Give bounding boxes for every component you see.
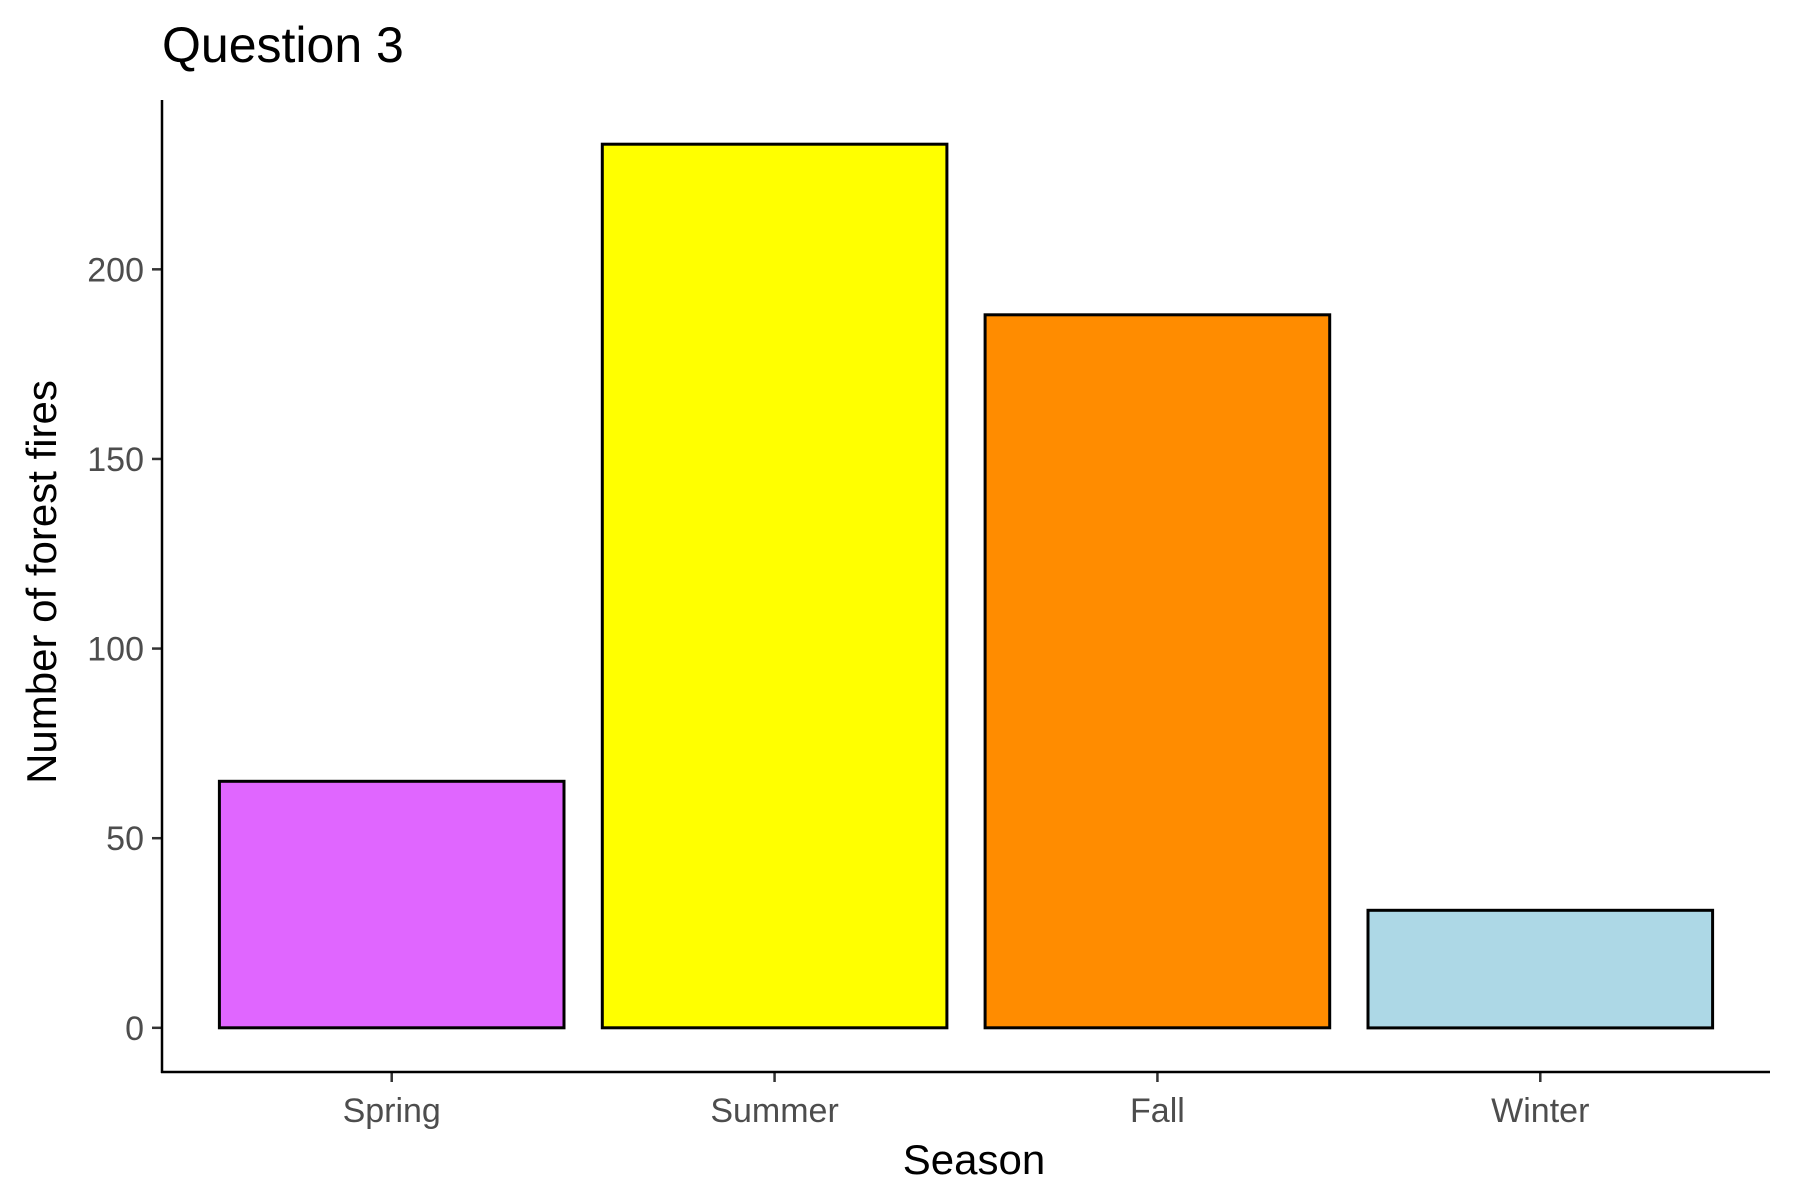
bar-fall bbox=[983, 313, 1332, 1030]
bar-summer bbox=[600, 142, 949, 1030]
y-tick-label: 50 bbox=[106, 820, 144, 858]
chart-title: Question 3 bbox=[162, 17, 404, 73]
y-tick-label: 150 bbox=[87, 441, 144, 479]
x-axis-ticks: Spring Summer Fall Winter bbox=[343, 1072, 1589, 1130]
y-tick-label: 0 bbox=[125, 1010, 144, 1048]
y-axis-title: Number of forest fires bbox=[18, 380, 65, 784]
y-axis-ticks: 0 50 100 150 200 bbox=[87, 251, 162, 1048]
x-axis-title: Season bbox=[903, 1136, 1045, 1183]
x-tick-label-spring: Spring bbox=[343, 1092, 441, 1130]
x-tick-label-winter: Winter bbox=[1491, 1092, 1589, 1130]
y-tick-label: 200 bbox=[87, 251, 144, 289]
y-tick-label: 100 bbox=[87, 631, 144, 669]
x-tick-label-fall: Fall bbox=[1130, 1092, 1185, 1130]
bar-winter bbox=[1366, 908, 1715, 1030]
bar-spring bbox=[217, 779, 566, 1030]
bars-layer bbox=[217, 142, 1715, 1030]
x-tick-label-summer: Summer bbox=[710, 1092, 838, 1130]
